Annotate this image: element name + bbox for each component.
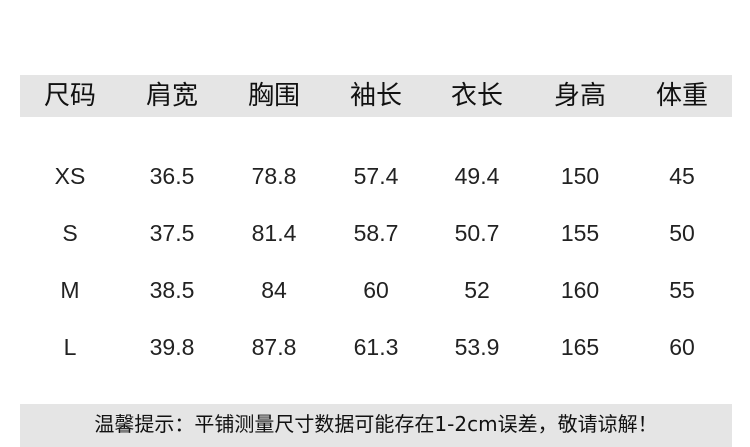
table-cell: 38.5 [149,277,195,303]
column-header: 身高 [553,81,606,111]
table-cell: 60 [363,277,389,303]
table-cell: 78.8 [251,163,297,189]
table-cell: 58.7 [353,220,399,246]
table-cell: 50 [669,220,695,246]
table-row: M 38.5 84 60 52 160 55 [20,273,732,307]
table-cell: 60 [669,334,695,360]
table-row: L 39.8 87.8 61.3 53.9 165 60 [20,330,732,364]
table-cell: 81.4 [251,220,297,246]
column-header: 袖长 [349,81,402,111]
table-row: S 37.5 81.4 58.7 50.7 155 50 [20,216,732,250]
table-cell: 49.4 [454,163,500,189]
footer-note: 温馨提示：平铺测量尺寸数据可能存在1-2cm误差，敬请谅解！ [20,404,732,447]
column-header: 肩宽 [145,81,198,111]
table-cell: 150 [560,163,600,189]
table-row: XS 36.5 78.8 57.4 49.4 150 45 [20,159,732,193]
table-cell: M [60,277,80,303]
table-cell: 155 [560,220,600,246]
table-cell: XS [54,163,86,189]
table-cell: 57.4 [353,163,399,189]
table-header: 尺码 肩宽 胸围 袖长 衣长 身高 体重 [20,75,732,117]
table-cell: 84 [261,277,287,303]
table-cell: 45 [669,163,695,189]
column-header: 胸围 [247,81,300,111]
table-cell: 52 [464,277,490,303]
table-cell: 53.9 [454,334,500,360]
table-cell: 87.8 [251,334,297,360]
column-header: 尺码 [43,81,96,111]
table-cell: 50.7 [454,220,500,246]
table-cell: L [63,334,77,360]
table-cell: 160 [560,277,600,303]
column-header: 体重 [655,81,708,111]
table-cell: 165 [560,334,600,360]
table-cell: 61.3 [353,334,399,360]
column-header: 衣长 [450,81,503,111]
table-cell: S [62,220,78,246]
table-cell: 36.5 [149,163,195,189]
table-cell: 55 [669,277,695,303]
table-cell: 39.8 [149,334,195,360]
table-cell: 37.5 [149,220,195,246]
